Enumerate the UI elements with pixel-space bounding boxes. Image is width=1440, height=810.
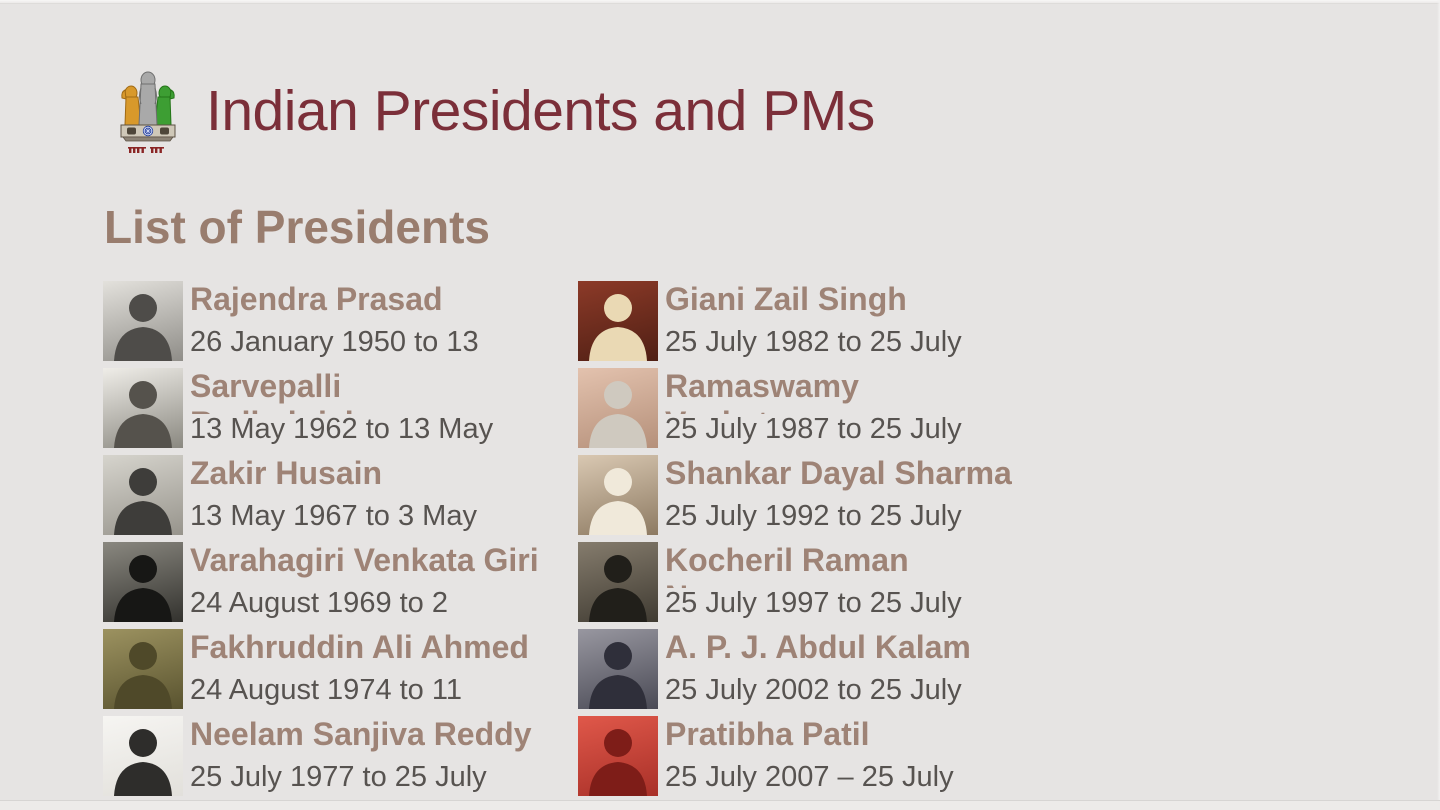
president-name: Giani Zail Singh [665, 281, 907, 317]
president-photo [578, 542, 658, 622]
president-text: Neelam Sanjiva Reddy 25 July 1977 to 25 … [190, 716, 552, 796]
grid-column-right: Giani Zail Singh 25 July 1982 to 25 July… [578, 281, 1028, 803]
president-name: Rajendra Prasad [190, 281, 443, 317]
president-text: Ramaswamy Venkataraman 25 July 1987 to 2… [665, 368, 1027, 448]
president-text: Rajendra Prasad 26 January 1950 to 13 [190, 281, 552, 361]
president-name: Varahagiri Venkata Giri [190, 542, 539, 578]
president-list-item[interactable]: Fakhruddin Ali Ahmed 24 August 1974 to 1… [103, 629, 552, 709]
president-photo [103, 629, 183, 709]
president-photo [578, 368, 658, 448]
president-term: 13 May 1962 to 13 May [190, 414, 494, 444]
president-photo [578, 629, 658, 709]
president-name: Fakhruddin Ali Ahmed [190, 629, 529, 665]
president-name: Ramaswamy Venkataraman [665, 368, 882, 414]
president-text: Sarvepalli Radhakrishnan 13 May 1962 to … [190, 368, 552, 448]
president-name: Kocheril Raman Narayanan [665, 542, 909, 588]
president-list-item[interactable]: Kocheril Raman Narayanan 25 July 1997 to… [578, 542, 1027, 622]
president-term: 25 July 1982 to 25 July [665, 327, 962, 357]
president-list-item[interactable]: Neelam Sanjiva Reddy 25 July 1977 to 25 … [103, 716, 552, 796]
president-text: Varahagiri Venkata Giri 24 August 1969 t… [190, 542, 552, 622]
president-photo [578, 455, 658, 535]
grid-column-left: Rajendra Prasad 26 January 1950 to 13 Sa… [103, 281, 553, 803]
president-name: Neelam Sanjiva Reddy [190, 716, 532, 752]
president-photo [103, 716, 183, 796]
president-list-item[interactable]: Ramaswamy Venkataraman 25 July 1987 to 2… [578, 368, 1027, 448]
president-list-item[interactable]: A. P. J. Abdul Kalam 25 July 2002 to 25 … [578, 629, 1027, 709]
president-photo [103, 455, 183, 535]
president-text: Giani Zail Singh 25 July 1982 to 25 July [665, 281, 1027, 361]
president-term: 26 January 1950 to 13 [190, 327, 479, 357]
president-list-item[interactable]: Shankar Dayal Sharma 25 July 1992 to 25 … [578, 455, 1027, 535]
president-text: Fakhruddin Ali Ahmed 24 August 1974 to 1… [190, 629, 552, 709]
app-header: Indian Presidents and PMs [0, 0, 1440, 200]
president-list-item[interactable]: Rajendra Prasad 26 January 1950 to 13 [103, 281, 552, 361]
president-photo [578, 281, 658, 361]
president-name: Zakir Husain [190, 455, 383, 491]
president-term: 24 August 1974 to 11 [190, 675, 462, 705]
president-term: 25 July 2002 to 25 July [665, 675, 962, 705]
president-name: Shankar Dayal Sharma [665, 455, 1012, 491]
india-emblem-icon [116, 68, 180, 164]
president-term: 25 July 1992 to 25 July [665, 501, 962, 531]
president-text: Zakir Husain 13 May 1967 to 3 May [190, 455, 552, 535]
president-list-item[interactable]: Pratibha Patil 25 July 2007 – 25 July [578, 716, 1027, 796]
president-photo [103, 542, 183, 622]
president-term: 24 August 1969 to 2 [190, 588, 448, 618]
president-term: 25 July 1977 to 25 July [190, 762, 487, 792]
president-text: Kocheril Raman Narayanan 25 July 1997 to… [665, 542, 1027, 622]
president-term: 25 July 1997 to 25 July [665, 588, 962, 618]
president-name: A. P. J. Abdul Kalam [665, 629, 971, 665]
president-term: 25 July 1987 to 25 July [665, 414, 962, 444]
president-text: A. P. J. Abdul Kalam 25 July 2002 to 25 … [665, 629, 1027, 709]
president-list-item[interactable]: Varahagiri Venkata Giri 24 August 1969 t… [103, 542, 552, 622]
president-list-item[interactable]: Sarvepalli Radhakrishnan 13 May 1962 to … [103, 368, 552, 448]
presidents-grid: Rajendra Prasad 26 January 1950 to 13 Sa… [103, 281, 1038, 810]
president-photo [103, 368, 183, 448]
window-right-edge [1437, 0, 1440, 810]
president-name: Sarvepalli Radhakrishnan [190, 368, 421, 414]
section-title-list-of-presidents[interactable]: List of Presidents [104, 201, 490, 253]
president-list-item[interactable]: Giani Zail Singh 25 July 1982 to 25 July [578, 281, 1027, 361]
app-title: Indian Presidents and PMs [206, 79, 875, 143]
president-photo [103, 281, 183, 361]
window-top-edge [0, 0, 1440, 4]
president-text: Shankar Dayal Sharma 25 July 1992 to 25 … [665, 455, 1027, 535]
president-text: Pratibha Patil 25 July 2007 – 25 July [665, 716, 1027, 796]
president-photo [578, 716, 658, 796]
president-name: Pratibha Patil [665, 716, 870, 752]
president-list-item[interactable]: Zakir Husain 13 May 1967 to 3 May [103, 455, 552, 535]
horizontal-scrollbar-track[interactable] [0, 800, 1440, 810]
president-term: 13 May 1967 to 3 May [190, 501, 477, 531]
president-term: 25 July 2007 – 25 July [665, 762, 954, 792]
